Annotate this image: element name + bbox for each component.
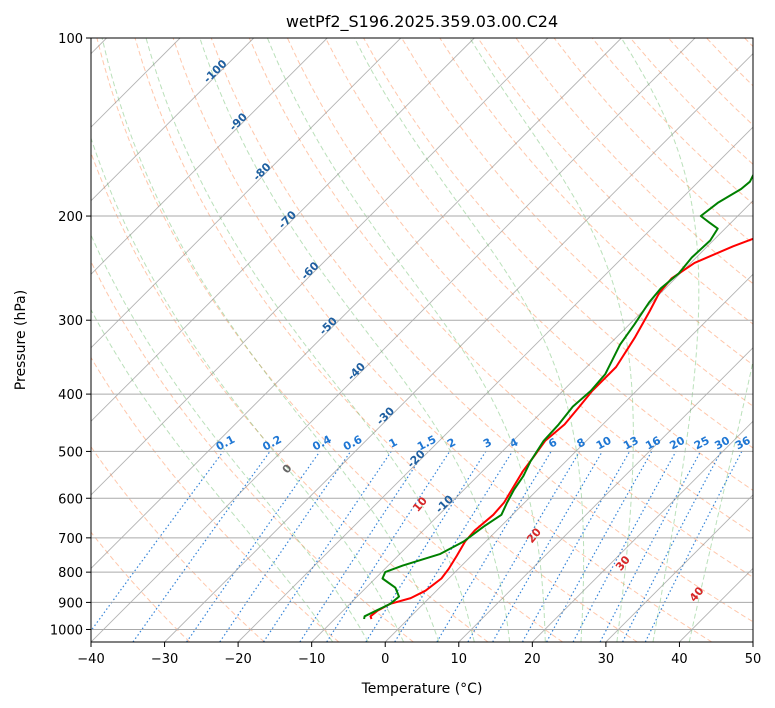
isotherm-line [164, 52, 753, 642]
mixing-ratio-line [299, 451, 426, 642]
dry-adiabat-line [515, 38, 753, 285]
temperature-profile-line [369, 237, 753, 620]
y-tick-label: 200 [58, 210, 83, 225]
x-axis: −40 −30 −20 −10 0 10 20 30 40 50 [77, 642, 761, 667]
mixing-ratio-label: 30 [712, 434, 732, 453]
dry-adiabat-line [91, 445, 265, 642]
x-tick-label: −30 [151, 652, 178, 667]
isotherm-line [91, 38, 549, 496]
x-tick-label: 0 [381, 652, 389, 667]
isotherm-line [384, 273, 753, 642]
dry-adiabat-line [134, 38, 638, 642]
x-tick-label: 10 [451, 652, 468, 667]
mixing-ratio-line [91, 451, 224, 632]
isotherm-line [91, 38, 475, 422]
moist-adiabat-line [266, 38, 546, 642]
isotherm-line [237, 126, 753, 642]
mixing-ratio-label: 13 [621, 434, 641, 453]
moist-adiabat-line [199, 38, 511, 642]
x-tick-label: −10 [298, 652, 325, 667]
dry-adiabat-line [91, 531, 191, 642]
mixing-ratio-line [572, 451, 677, 642]
background-lines [91, 38, 753, 642]
isotherm-line [458, 347, 753, 642]
dry-adiabat-line [325, 38, 753, 491]
moist-adiabat-line [101, 38, 440, 642]
x-tick-label: 40 [671, 652, 688, 667]
dewpoint-profile-line [363, 173, 753, 620]
dry-adiabat-line [401, 38, 753, 407]
moist-adiabat-line [91, 136, 405, 642]
mixing-ratio-label: 25 [692, 434, 712, 453]
mixing-ratio-label: 20 [667, 434, 687, 453]
y-tick-label: 100 [58, 32, 83, 47]
isotherm-line [91, 38, 255, 202]
x-tick-label: 50 [745, 652, 762, 667]
y-tick-label: 1000 [50, 623, 83, 638]
y-tick-label: 700 [58, 532, 83, 547]
y-tick-label: 400 [58, 388, 83, 403]
y-tick-label: 900 [58, 596, 83, 611]
dry-adiabat-line [172, 38, 713, 642]
y-axis-title: Pressure (hPa) [13, 290, 29, 390]
dry-adiabat-line [91, 356, 340, 642]
isotherm-line [91, 38, 328, 275]
chart-title: wetPf2_S196.2025.359.03.00.C24 [286, 12, 558, 32]
moist-adiabat-line [688, 359, 753, 642]
mixing-ratio-label: 10 [594, 434, 614, 453]
dry-adiabat-line [210, 38, 753, 623]
plot-frame [90, 37, 754, 643]
isotherm-line [91, 38, 622, 570]
mixing-ratio-line [546, 451, 653, 642]
isotherm-line [605, 494, 753, 642]
y-tick-label: 600 [58, 492, 83, 507]
moist-adiabat-line [469, 38, 634, 642]
y-tick-label: 800 [58, 566, 83, 581]
x-tick-label: 20 [524, 652, 541, 667]
mixing-ratio-label: 36 [733, 434, 753, 453]
mixing-ratio-line [394, 451, 513, 642]
y-tick-label: 300 [58, 314, 83, 329]
mixing-ratio-line [326, 451, 451, 642]
x-tick-label: −20 [224, 652, 251, 667]
moist-adiabat-line [91, 233, 369, 642]
x-tick-label: 30 [598, 652, 615, 667]
dry-adiabat-line [477, 38, 753, 325]
moist-adiabat-line [145, 38, 475, 642]
pressure-grid [91, 38, 753, 630]
mixing-ratio-line [262, 451, 392, 642]
dry-adiabat-line [248, 38, 753, 578]
mixing-ratio-line [644, 451, 743, 642]
dry-adiabat-line [96, 38, 563, 642]
x-tick-label: −40 [77, 652, 104, 667]
isotherm-line [311, 200, 753, 642]
moist-adiabat-line [91, 308, 334, 642]
mixing-ratio-line [521, 451, 631, 642]
y-axis: 100 200 300 400 500 600 700 800 900 1000 [50, 32, 91, 638]
mixing-ratio-label: 16 [643, 434, 663, 453]
dry-adiabat-line [91, 151, 489, 642]
mixing-ratio-line [186, 451, 321, 642]
isotherm-line [531, 420, 753, 642]
y-tick-label: 500 [58, 445, 83, 460]
isotherm-line [91, 38, 402, 349]
moist-adiabat-line [620, 38, 700, 642]
mixing-ratio-line [219, 451, 352, 642]
profile-lines [363, 173, 753, 620]
isotherm-line [91, 38, 696, 642]
x-axis-title: Temperature (°C) [361, 681, 483, 697]
